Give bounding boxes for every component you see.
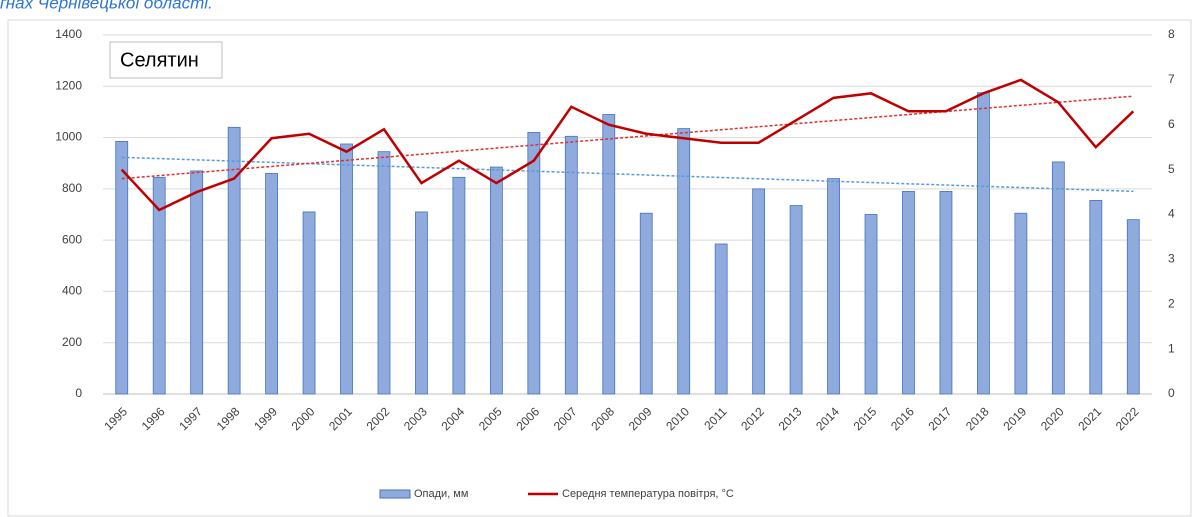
x-tick-label: 2013	[776, 404, 805, 433]
bar	[939, 191, 953, 395]
y2-tick-label: 5	[1168, 162, 1175, 176]
y-tick-label: 200	[62, 335, 82, 349]
bar	[789, 205, 803, 395]
x-tick-label: 2002	[364, 404, 393, 433]
bar	[714, 243, 728, 395]
bar	[977, 92, 990, 395]
bar	[1126, 219, 1140, 395]
trend-line	[121, 95, 1134, 180]
y2-tick-label: 3	[1168, 252, 1175, 266]
y-tick-label: 600	[62, 232, 82, 246]
bar	[752, 188, 766, 395]
bar	[227, 126, 241, 395]
x-tick-label: 2003	[401, 404, 430, 433]
y-tick-label: 1400	[55, 27, 82, 41]
x-tick-label: 1997	[176, 404, 205, 433]
y2-tick-label: 1	[1168, 341, 1175, 355]
x-tick-label: 2021	[1075, 404, 1104, 433]
bar	[152, 176, 166, 395]
bar	[340, 143, 353, 395]
bar	[1014, 212, 1028, 395]
x-tick-label: 2015	[851, 404, 880, 433]
bar	[302, 211, 316, 395]
bar	[1051, 161, 1065, 395]
bar	[1089, 199, 1103, 395]
x-tick-label: 2007	[551, 404, 580, 433]
x-tick-label: 2019	[1000, 404, 1029, 433]
y-tick-label: 1200	[55, 78, 82, 92]
x-tick-label: 2014	[813, 404, 842, 433]
y2-tick-label: 0	[1168, 386, 1175, 400]
bar	[902, 191, 915, 395]
x-tick-label: 1998	[214, 404, 243, 433]
legend-label: Опади, мм	[414, 488, 468, 500]
trend-line	[121, 156, 1134, 193]
x-tick-label: 2017	[926, 404, 955, 433]
y-tick-label: 400	[62, 284, 82, 298]
bar	[415, 211, 428, 395]
x-tick-label: 2006	[513, 404, 542, 433]
x-tick-label: 2022	[1113, 404, 1142, 433]
x-tick-label: 2020	[1038, 404, 1067, 433]
caption: ґнах Чернівецької області.	[0, 0, 213, 12]
bar	[864, 214, 878, 395]
x-tick-label: 2008	[588, 404, 617, 433]
bar	[115, 141, 129, 395]
y2-tick-label: 6	[1168, 117, 1175, 131]
bar	[265, 173, 278, 395]
x-tick-label: 1996	[139, 404, 168, 433]
bar	[527, 132, 541, 395]
bar	[452, 176, 466, 395]
bar	[827, 178, 840, 395]
line-series	[120, 78, 1135, 212]
x-tick-label: 2004	[438, 404, 467, 433]
bar	[677, 128, 691, 395]
x-tick-label: 1999	[251, 404, 280, 433]
x-tick-label: 2011	[701, 404, 729, 432]
x-tick-label: 1995	[101, 404, 130, 433]
y-tick-label: 800	[62, 181, 82, 195]
bar	[564, 135, 578, 395]
y2-tick-label: 4	[1168, 207, 1175, 221]
x-tick-label: 2001	[326, 404, 355, 433]
x-tick-label: 2000	[289, 404, 318, 433]
x-tick-label: 2012	[738, 404, 767, 433]
chart-frame	[7, 19, 1192, 517]
bar	[602, 114, 616, 395]
y2-tick-label: 2	[1168, 296, 1175, 310]
bar	[377, 151, 391, 395]
legend-swatch	[379, 489, 411, 499]
y-tick-label: 0	[75, 386, 82, 400]
bar	[489, 166, 503, 395]
bar	[639, 212, 653, 395]
y2-tick-label: 7	[1168, 72, 1175, 86]
y2-tick-label: 8	[1168, 27, 1175, 41]
chart-title: Селятин	[120, 49, 199, 71]
legend-label: Середня температура повітря, °С	[562, 488, 734, 500]
x-tick-label: 2010	[663, 404, 692, 433]
x-tick-label: 2005	[476, 404, 505, 433]
y-tick-label: 1000	[55, 130, 82, 144]
bar	[190, 170, 204, 395]
title-box	[109, 41, 223, 79]
x-tick-label: 2018	[963, 404, 992, 433]
x-tick-label: 2016	[888, 404, 917, 433]
x-tick-label: 2009	[626, 404, 655, 433]
